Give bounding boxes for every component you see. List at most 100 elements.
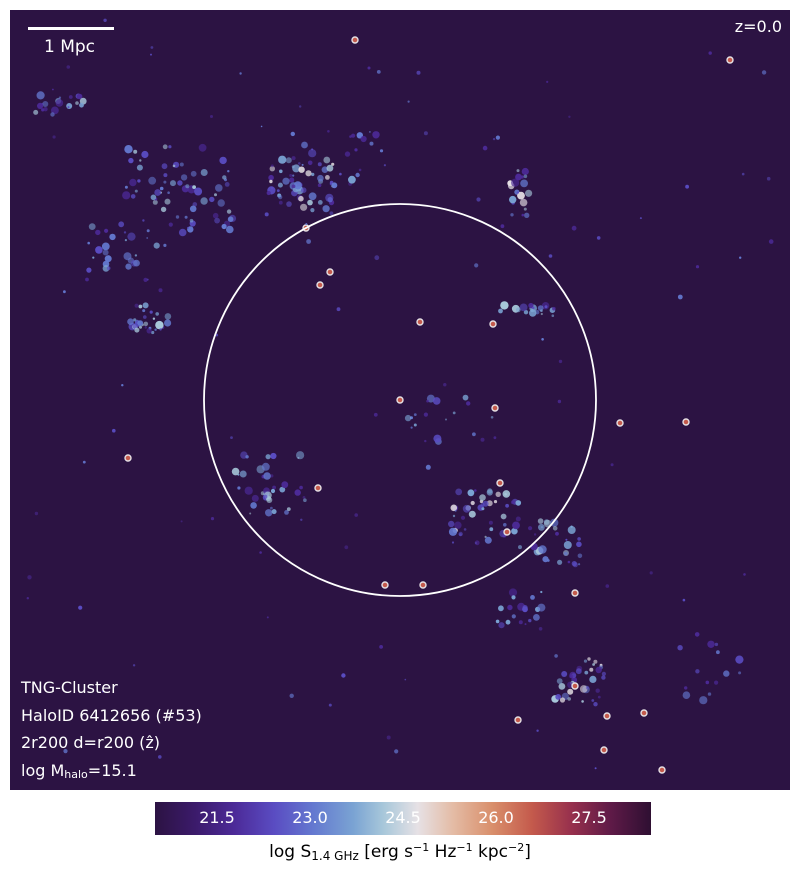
emission-clump <box>167 191 170 194</box>
faint-source <box>743 573 746 576</box>
emission-clump <box>355 172 360 178</box>
faint-source <box>416 70 421 75</box>
colorbar: 21.5 23.0 24.5 26.0 27.5 <box>155 802 651 835</box>
emission-clump <box>189 205 197 213</box>
emission-clump <box>134 189 138 193</box>
emission-clump <box>95 229 101 236</box>
emission-clump <box>185 184 190 189</box>
emission-clump <box>102 265 110 272</box>
emission-clump <box>351 133 356 138</box>
emission-clump <box>490 416 494 419</box>
faint-source <box>472 432 476 437</box>
emission-clump <box>452 411 456 415</box>
emission-clump <box>92 256 95 259</box>
emission-clump <box>479 494 486 501</box>
emission-clump <box>716 650 720 655</box>
emission-clump <box>354 148 358 152</box>
emission-clump <box>587 657 591 661</box>
emission-clump <box>322 205 330 213</box>
faint-source <box>639 217 642 220</box>
emission-clump <box>270 488 276 494</box>
emission-clump <box>369 141 374 146</box>
emission-clump <box>677 645 683 651</box>
faint-source <box>344 545 349 550</box>
emission-clump <box>533 614 540 621</box>
emission-clump <box>163 173 168 178</box>
emission-clump <box>495 491 501 497</box>
emission-clump <box>448 520 455 528</box>
emission-clump <box>523 174 528 179</box>
emission-clump <box>290 131 295 137</box>
emission-clump <box>245 455 249 459</box>
faint-source <box>557 399 562 404</box>
emission-clump <box>164 313 172 320</box>
emission-clump <box>325 175 330 180</box>
emission-clump <box>413 423 417 427</box>
emission-clump <box>263 472 271 480</box>
faint-source <box>766 176 771 181</box>
emission-clump <box>484 535 487 539</box>
emission-clump <box>684 686 688 690</box>
emission-clump <box>285 157 292 164</box>
emission-clump <box>37 102 44 109</box>
faint-source <box>158 755 162 759</box>
emission-clump <box>142 302 149 309</box>
emission-clump <box>552 526 558 531</box>
emission-clump <box>265 509 273 517</box>
emission-clump <box>575 668 582 675</box>
emission-clump <box>524 623 527 626</box>
emission-clump <box>326 164 334 172</box>
emission-clump <box>524 212 530 218</box>
emission-clump <box>714 680 719 685</box>
emission-clump <box>515 500 522 506</box>
halo-mass-prefix: log M <box>21 760 65 780</box>
faint-source <box>27 575 32 580</box>
emission-clump <box>310 208 315 213</box>
emission-clump <box>151 330 155 335</box>
emission-clump <box>190 170 197 177</box>
compact-source <box>640 709 648 717</box>
emission-clump <box>348 175 356 184</box>
halo-mass-subscript: halo <box>64 767 88 781</box>
emission-clump <box>137 179 141 183</box>
emission-clump <box>515 307 521 313</box>
emission-clump <box>537 305 544 311</box>
emission-clump <box>498 622 505 629</box>
emission-clump <box>505 619 511 625</box>
faint-source <box>386 735 391 740</box>
emission-clump <box>379 149 384 153</box>
colorbar-label: log S1.4 GHz [erg s−1 Hz−1 kpc−2] <box>0 841 800 863</box>
emission-clump <box>487 488 493 494</box>
faint-source <box>768 239 774 244</box>
faint-source <box>558 359 563 364</box>
emission-clump <box>284 510 289 515</box>
faint-source <box>571 225 577 231</box>
emission-clump <box>601 671 607 677</box>
compact-source <box>496 479 504 487</box>
faint-source <box>299 105 302 108</box>
faint-source <box>112 428 116 433</box>
compact-source <box>603 712 611 720</box>
emission-clump <box>198 143 207 152</box>
emission-clump <box>581 700 584 703</box>
compact-source <box>419 581 427 589</box>
emission-clump <box>522 606 528 613</box>
emission-clump <box>224 182 230 187</box>
emission-clump <box>160 206 167 213</box>
faint-source <box>394 749 399 754</box>
emission-map-svg <box>26 18 774 774</box>
faint-source <box>476 197 481 202</box>
emission-clump <box>538 523 545 531</box>
faint-source <box>695 265 700 269</box>
emission-clump <box>163 180 167 184</box>
emission-clump <box>219 156 227 165</box>
compact-source <box>124 454 132 462</box>
emission-clump <box>519 303 528 312</box>
faint-source <box>546 80 549 83</box>
emission-clump <box>88 223 96 231</box>
emission-clump <box>261 462 270 471</box>
emission-clump <box>597 695 601 699</box>
emission-clump <box>226 225 234 234</box>
emission-clump <box>263 494 268 499</box>
emission-clump <box>517 191 525 200</box>
